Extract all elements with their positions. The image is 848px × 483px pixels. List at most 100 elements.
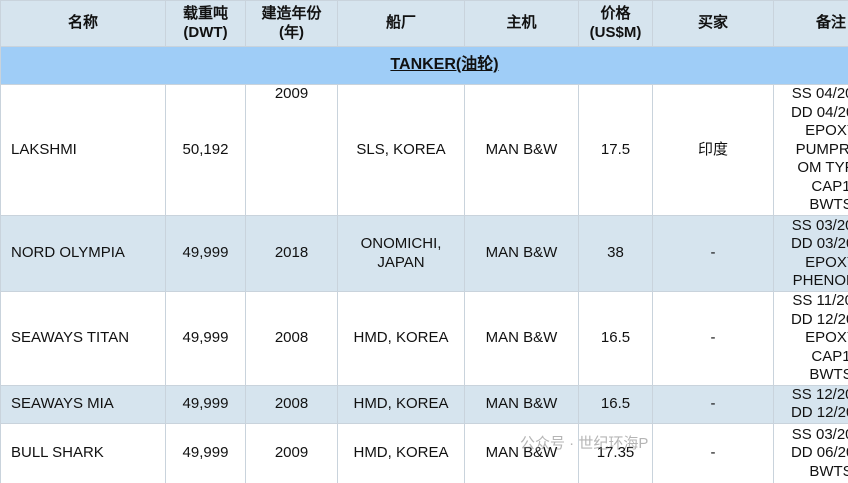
data-cell: -	[652, 422, 774, 483]
cell-line: DD 04/2027	[790, 103, 848, 121]
cell-line: SS 04/2029	[791, 85, 848, 103]
cell-line: DD 12/2026	[790, 310, 848, 328]
data-cell: HMD, KOREA	[337, 384, 465, 424]
cell-line: 50,192	[182, 140, 229, 158]
data-row: SEAWAYS MIA 49,999 2008 HMD, KOREA MAN B&W 16…	[0, 384, 848, 424]
table-title: TANKER(油轮)	[390, 56, 499, 74]
data-cell: SEAWAYS MIA	[0, 384, 166, 424]
data-cell: BULL SHARK	[0, 422, 166, 483]
cell-line: BULL SHARK	[11, 444, 104, 462]
data-cell: NORD OLYMPIA	[0, 215, 166, 292]
cell-line: 49,999	[182, 244, 229, 262]
header-row: 名称 载重吨 (DWT) 建造年份 (年) 船厂 主机 价格 (US$M) 买家 备注	[0, 0, 848, 47]
data-cell: SS 03/2029DD 06/2027BWTS	[773, 422, 848, 483]
data-cell: 16.5	[578, 291, 653, 386]
cell-line: 49,999	[182, 394, 229, 412]
data-cell: 2009	[245, 84, 338, 216]
cell-line: (年)	[279, 23, 304, 41]
cell-line: MAN B&W	[485, 140, 558, 158]
data-row: SEAWAYS TITAN 49,999 2008 HMD, KOREA MAN B&W…	[0, 291, 848, 386]
cell-line: 印度	[697, 140, 728, 158]
data-cell: SEAWAYS TITAN	[0, 291, 166, 386]
data-cell: SLS, KOREA	[337, 84, 465, 216]
cell-line: LAKSHMI	[11, 140, 77, 158]
cell-line: 2008	[274, 394, 309, 412]
cell-line: SLS, KOREA	[356, 140, 446, 158]
cell-line: -	[710, 329, 716, 346]
data-cell: 16.5	[578, 384, 653, 424]
header-cell: 价格 (US$M)	[578, 0, 653, 47]
cell-line: HMD, KOREA	[353, 444, 449, 462]
cell-line: -	[710, 444, 716, 462]
cell-line: 17.35	[596, 444, 635, 462]
cell-line: CAP1	[811, 177, 848, 195]
cell-line: 名称	[67, 14, 98, 32]
cell-line: EPOXY	[805, 122, 848, 140]
header-cell: 名称	[0, 0, 166, 47]
cell-line: SS 12/2028	[791, 385, 848, 403]
cell-line: 17.5	[600, 140, 631, 158]
cell-line: 主机	[506, 14, 537, 32]
data-cell: 49,999	[165, 215, 246, 292]
data-cell: ONOMICHI, JAPAN	[337, 215, 465, 292]
cell-line: SEAWAYS TITAN	[11, 329, 130, 346]
title-cell: TANKER(油轮)	[0, 46, 848, 85]
cell-line: BWTS	[809, 366, 848, 383]
table-body: LAKSHMI 50,192 2009 SLS, KOREA MAN B&W 17.5 印度…	[0, 84, 848, 483]
header-cell: 船厂	[337, 0, 465, 47]
data-cell: 印度	[652, 84, 774, 216]
cell-line: MAN B&W	[485, 394, 558, 412]
header-cell: 建造年份 (年)	[245, 0, 338, 47]
data-row: BULL SHARK 49,999 2009 HMD, KOREA MAN B&W 17.…	[0, 422, 848, 483]
data-cell: -	[652, 384, 774, 424]
cell-line: 2008	[274, 329, 309, 346]
cell-line: CAP1	[811, 347, 848, 365]
data-cell: -	[652, 291, 774, 386]
data-cell: 49,999	[165, 384, 246, 424]
data-cell: SS 12/2028DD 12/2026	[773, 384, 848, 424]
cell-line: HMD, KOREA	[353, 329, 449, 346]
cell-line: SEAWAYS MIA	[11, 394, 114, 412]
table-header: 名称 载重吨 (DWT) 建造年份 (年) 船厂 主机 价格 (US$M) 买家 备注	[0, 0, 848, 47]
watermark: 公众号 · 世纪环海P	[520, 435, 649, 452]
cell-line: ONOMICHI,	[360, 235, 442, 252]
cell-line: BWTS	[809, 196, 848, 214]
data-cell: SS 11/2028DD 12/2026EPOXYCAP1BWTS	[773, 291, 848, 386]
data-cell: MAN B&W	[464, 291, 579, 386]
data-cell: 17.5	[578, 84, 653, 216]
cell-line: DD 12/2026	[790, 404, 848, 421]
header-cell: 主机	[464, 0, 579, 47]
cell-line: 16.5	[600, 394, 631, 412]
cell-line: -	[710, 394, 716, 412]
cell-line: SS 11/2028	[792, 292, 848, 309]
cell-line: SS 03/2028	[791, 216, 848, 234]
cell-line: SS 03/2029	[791, 425, 848, 443]
data-cell: 2009	[245, 422, 338, 483]
cell-line: 49,999	[182, 444, 229, 462]
data-cell: 2008	[245, 384, 338, 424]
data-cell: 49,999	[165, 291, 246, 386]
data-cell: SS 04/2029DD 04/2027EPOXYPUMPRO-OM TYPEC…	[773, 84, 848, 216]
data-cell: HMD, KOREA	[337, 291, 465, 386]
data-cell: -	[652, 215, 774, 292]
data-cell: SS 03/2028DD 03/2026EPOXYPHENOLIC	[773, 215, 848, 292]
data-cell: HMD, KOREA	[337, 422, 465, 483]
data-cell: 17.35	[578, 422, 653, 483]
cell-line: (DWT)	[183, 23, 228, 41]
cell-line: (US$M)	[589, 23, 642, 41]
cell-line: DD 06/2027	[790, 444, 848, 462]
cell-line: 备注	[815, 14, 846, 32]
cell-line: 建造年份	[261, 5, 322, 22]
cell-line: 2018	[274, 244, 309, 262]
data-cell: 2008	[245, 291, 338, 386]
cell-line: 38	[607, 244, 624, 262]
cell-line: -	[710, 244, 716, 262]
data-cell: MAN B&W	[464, 422, 579, 483]
cell-line: 16.5	[600, 329, 631, 346]
cell-line: 价格	[600, 5, 631, 22]
cell-line: 2009	[274, 444, 309, 462]
cell-line: 载重吨	[182, 5, 228, 22]
